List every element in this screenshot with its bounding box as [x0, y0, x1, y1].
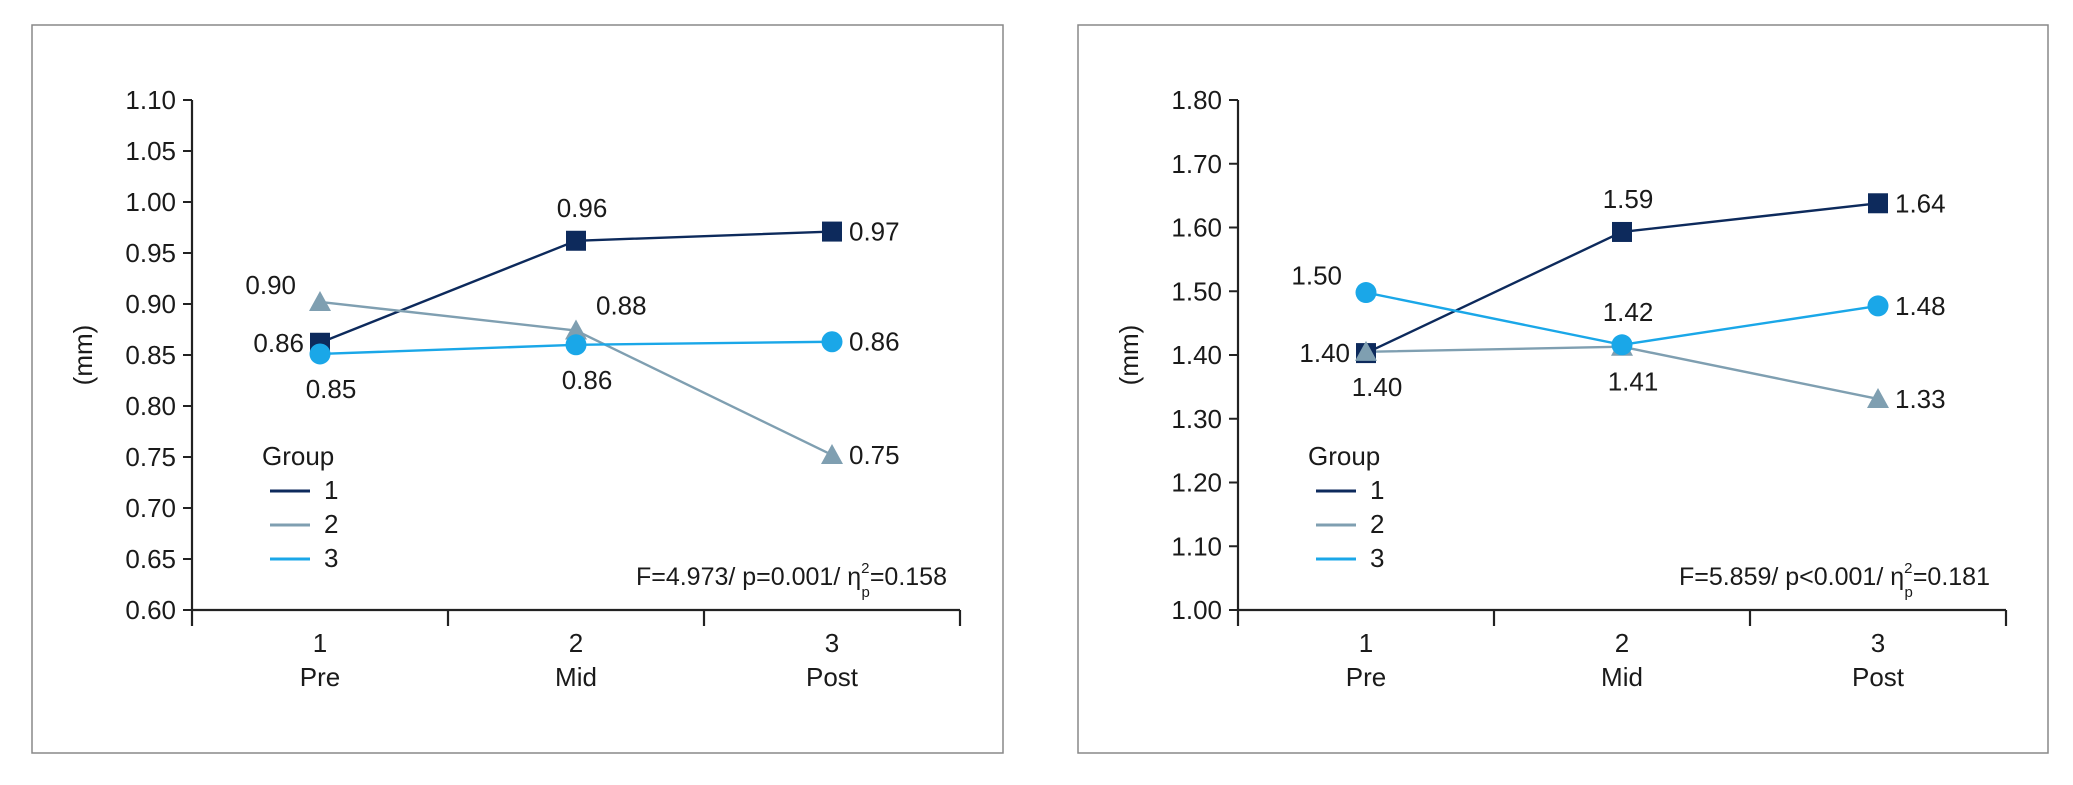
y-tick-label: 0.80: [125, 391, 176, 421]
legend-label-group-1: 1: [1370, 475, 1384, 505]
y-tick-label: 1.70: [1171, 149, 1222, 179]
data-label-group-1: 1.40: [1299, 338, 1350, 368]
x-tick-label-phase: Post: [1852, 662, 1905, 692]
y-tick-label: 1.00: [1171, 595, 1222, 625]
x-tick-label-number: 1: [1359, 628, 1373, 658]
legend-label-group-1: 1: [324, 475, 338, 505]
data-label-group-3: 0.85: [306, 374, 357, 404]
data-label-group-3: 0.86: [849, 327, 900, 357]
legend-label-group-2: 2: [324, 509, 338, 539]
y-tick-label: 1.00: [125, 187, 176, 217]
data-point-group-3: [565, 334, 587, 356]
y-tick-label: 1.60: [1171, 213, 1222, 243]
legend-label-group-3: 3: [324, 543, 338, 573]
data-point-group-2: [309, 290, 331, 311]
left-chart-panel: 0.60 0.65 0.70 0.75 0.80 0.85 0.90 0.95 1.00 1.05…: [68, 85, 962, 692]
y-tick-label: 1.10: [125, 85, 176, 115]
legend-title: Group: [262, 441, 334, 471]
legend-label-group-2: 2: [1370, 509, 1384, 539]
data-label-group-3: 1.42: [1603, 297, 1654, 327]
data-point-group-3: [1355, 282, 1377, 304]
data-point-group-2: [821, 443, 843, 464]
y-tick-label: 0.85: [125, 340, 176, 370]
y-tick-label: 0.70: [125, 493, 176, 523]
data-label-group-2: 1.40: [1352, 372, 1403, 402]
y-tick-label: 0.75: [125, 442, 176, 472]
y-tick-label: 1.50: [1171, 276, 1222, 306]
legend-label-group-3: 3: [1370, 543, 1384, 573]
data-point-group-3: [309, 343, 331, 365]
x-tick-label-phase: Pre: [1346, 662, 1386, 692]
y-tick-label: 0.95: [125, 238, 176, 268]
x-tick-label-phase: Mid: [1601, 662, 1643, 692]
x-tick-label-number: 1: [313, 628, 327, 658]
stats-annotation: F=4.973/ p=0.001/ η2 p=0.158: [636, 560, 947, 601]
right-chart-frame: [1077, 24, 2049, 754]
left-chart-frame: [31, 24, 1004, 754]
data-label-group-2: 1.41: [1608, 367, 1659, 397]
data-point-group-3: [1611, 334, 1633, 356]
data-label-group-2: 0.75: [849, 440, 900, 470]
data-label-group-2: 0.90: [245, 270, 296, 300]
x-tick-label-number: 2: [569, 628, 583, 658]
data-point-group-2: [565, 319, 587, 340]
data-point-group-3: [1867, 295, 1889, 317]
y-tick-label: 1.10: [1171, 531, 1222, 561]
x-tick-label-number: 3: [825, 628, 839, 658]
data-label-group-1: 1.64: [1895, 188, 1946, 218]
y-tick-label: 0.60: [125, 595, 176, 625]
legend-title: Group: [1308, 441, 1380, 471]
y-tick-label: 1.80: [1171, 85, 1222, 115]
right-chart-panel: 1.00 1.10 1.20 1.30 1.40 1.50 1.60 1.70 1.80 (mm)…: [1114, 85, 2008, 692]
data-point-group-2: [1355, 340, 1377, 361]
y-axis-title: (mm): [68, 325, 98, 386]
data-label-group-3: 1.50: [1291, 261, 1342, 291]
x-tick-label-phase: Post: [806, 662, 859, 692]
data-label-group-1: 0.86: [253, 328, 304, 358]
y-tick-label: 0.65: [125, 544, 176, 574]
data-label-group-3: 0.86: [562, 365, 613, 395]
data-point-group-1: [1612, 221, 1632, 242]
data-label-group-1: 0.97: [849, 217, 900, 247]
y-tick-label: 1.20: [1171, 468, 1222, 498]
x-tick-label-phase: Mid: [555, 662, 597, 692]
data-label-group-1: 0.96: [557, 193, 608, 223]
x-tick-label-phase: Pre: [300, 662, 340, 692]
y-tick-label: 1.40: [1171, 340, 1222, 370]
data-point-group-1: [822, 221, 842, 242]
x-tick-label-number: 3: [1871, 628, 1885, 658]
stats-annotation: F=5.859/ p<0.001/ η2 p=0.181: [1679, 560, 1990, 601]
data-label-group-2: 1.33: [1895, 384, 1946, 414]
data-point-group-1: [1868, 193, 1888, 214]
y-tick-label: 1.05: [125, 136, 176, 166]
data-point-group-3: [821, 331, 843, 353]
data-label-group-2: 0.88: [596, 291, 647, 321]
data-point-group-2: [1867, 387, 1889, 408]
data-point-group-1: [566, 230, 586, 251]
data-label-group-3: 1.48: [1895, 291, 1946, 321]
y-axis-title: (mm): [1114, 325, 1144, 386]
data-label-group-1: 1.59: [1603, 184, 1654, 214]
x-tick-label-number: 2: [1615, 628, 1629, 658]
y-tick-label: 1.30: [1171, 404, 1222, 434]
y-tick-label: 0.90: [125, 289, 176, 319]
